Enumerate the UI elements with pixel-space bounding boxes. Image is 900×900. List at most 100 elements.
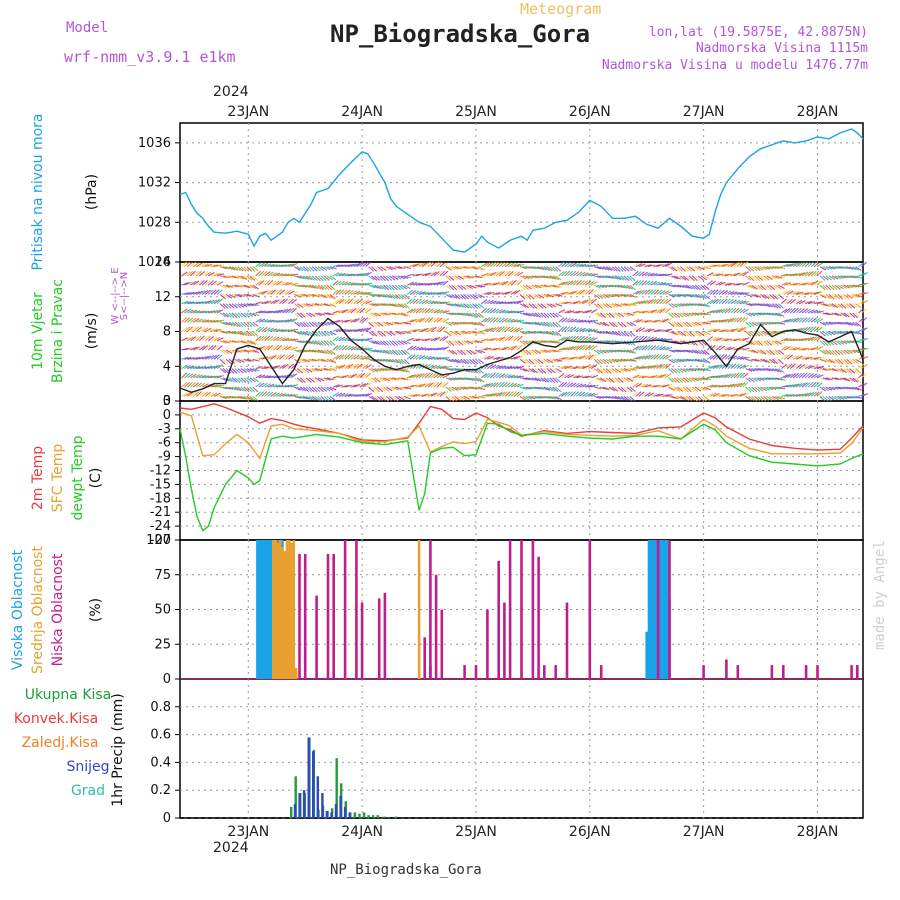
wind-barb [691,349,699,354]
wind-barb [267,263,275,268]
wind-barb [686,312,693,317]
wind-barb [409,338,417,342]
wind-barb [549,386,556,392]
wind-barb [793,282,801,286]
wind-barb [314,358,323,362]
wind-barb [205,375,213,379]
wind-barb [665,373,672,379]
wind-barb [519,312,527,316]
wind-barb [855,358,862,364]
wind-barb [326,340,333,346]
wind-barb [561,291,569,295]
wind-barb [466,358,473,365]
wind-barb [490,347,498,351]
wind-barb [368,395,375,401]
wind-barb [585,264,593,268]
wind-barb [727,290,735,295]
wind-barb [356,291,364,295]
wind-barb [288,263,296,268]
wind-barb [724,373,732,379]
wind-barb [187,270,194,277]
wind-barb [546,321,553,328]
wind-barb [216,281,224,286]
wind-barb [798,363,806,370]
wind-barb [778,284,785,289]
wind-barb [222,312,229,318]
wind-barb [507,301,515,305]
wind-barb [231,284,239,288]
wind-barb [564,365,572,370]
wind-barb [341,384,349,388]
wind-barb [359,383,366,388]
wind-barb [558,336,565,342]
wind-barb [843,293,850,300]
wind-barb [228,349,236,354]
wind-barb [460,395,467,401]
wind-barb [513,263,521,268]
wind-barb [412,298,419,305]
wind-barb [255,318,262,323]
wind-barb [258,382,265,388]
wind-barb [855,266,862,272]
wind-barb [401,377,409,381]
wind-barb [383,312,391,316]
cloud-bar [463,665,466,679]
wind-barb [605,386,613,391]
wind-barb [475,386,483,390]
precip-bar [348,812,351,818]
y-tick-label: 12 [154,290,171,305]
wind-barb [216,354,223,360]
wind-barb [181,300,189,305]
wind-barb [760,368,768,371]
wind-barb [246,358,254,362]
wind-barb [727,307,734,314]
wind-barb [196,356,204,360]
wind-barb [231,321,238,327]
wind-barb [424,291,432,295]
wind-barb [730,299,737,305]
wind-barb [362,372,369,379]
wind-barb [597,386,605,390]
wind-barb [597,395,605,399]
wind-barb [478,340,486,344]
wind-barb [314,303,323,306]
wind-barb [564,309,572,314]
wind-barb [401,321,409,325]
wind-barb [264,366,272,370]
wind-barb [305,395,313,401]
wind-barb [430,261,437,268]
wind-barb [596,358,603,365]
cloud-unit: (%) [88,598,104,622]
wind-barb [412,328,420,333]
wind-barb [302,377,309,384]
wind-barb [697,321,705,326]
wind-barb [635,271,642,277]
wind-barb [674,321,680,328]
wind-barb [582,375,590,379]
wind-barb [190,365,198,370]
wind-barb [540,303,547,309]
wind-barb [635,382,643,388]
wind-barb [493,392,500,397]
wind-barb [590,364,598,370]
wind-barb [594,395,602,400]
wind-barb [537,395,545,399]
wind-barb [638,289,645,295]
wind-barb [261,318,269,323]
wind-barb [276,280,283,286]
wind-barb [528,330,536,334]
wind-barb [789,298,797,305]
wind-barb [787,384,794,388]
wind-barb [561,309,569,314]
wind-barb [585,365,592,370]
wind-barb [252,395,259,402]
wind-barb [579,375,587,379]
cloud-label-high: Visoka Oblacnost [10,549,26,670]
wind-barb [700,293,708,300]
wind-barb [184,372,191,379]
wind-barb [510,271,517,277]
wind-barb [611,293,619,297]
wind-barb [546,275,554,280]
wind-barb [409,298,416,305]
cloud-bar [702,665,705,679]
